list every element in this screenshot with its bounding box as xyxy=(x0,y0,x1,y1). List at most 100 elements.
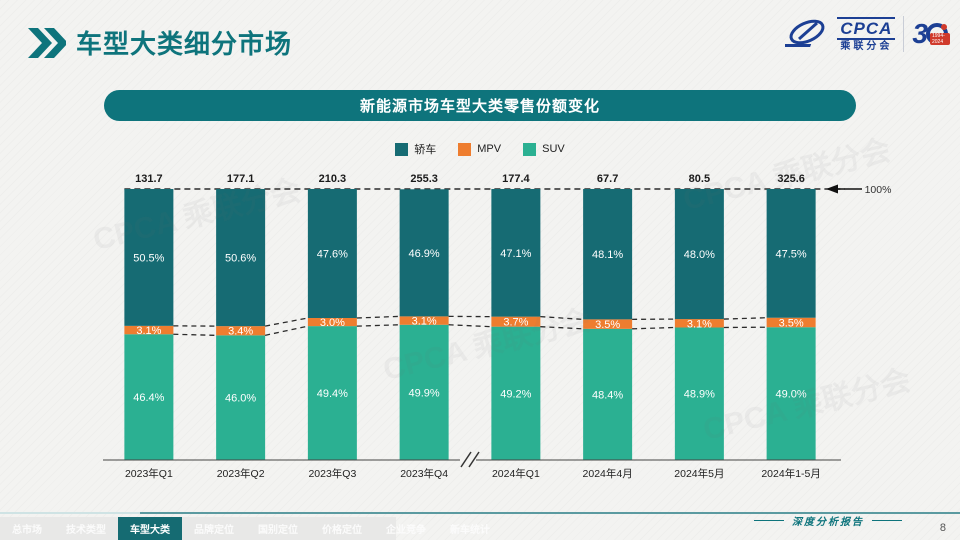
suv-segment-label: 46.0% xyxy=(225,393,256,405)
page-title: 车型大类细分市场 xyxy=(76,29,293,59)
legend-item: SUV xyxy=(523,141,565,157)
chart-legend: 轿车 MPV SUV xyxy=(0,141,960,157)
bar-segment-mpv xyxy=(124,325,174,335)
footer-note-dash xyxy=(872,520,902,521)
mpv-segment-label: 3.1% xyxy=(136,325,161,337)
bar-segment-mpv xyxy=(674,319,724,328)
suv-segment-label: 48.9% xyxy=(684,389,715,401)
footer-note: 深度分析报告 xyxy=(754,513,902,528)
double-chevron-icon xyxy=(28,27,66,58)
mpv-segment-label: 3.1% xyxy=(687,318,712,330)
footer-note-text: 深度分析报告 xyxy=(792,517,864,528)
anniversary-badge: 3 1994-2024 xyxy=(912,18,950,50)
legend-label: 轿车 xyxy=(414,144,437,156)
badge-years: 1994-2024 xyxy=(930,33,950,45)
bar-segment-mpv xyxy=(307,317,357,327)
category-label: 2024年1-5月 xyxy=(761,467,821,480)
category-label: 2023年Q2 xyxy=(217,467,265,480)
connector-line-top xyxy=(265,317,308,327)
bar-segment-suv xyxy=(491,326,541,460)
connector-line-bottom xyxy=(173,333,217,336)
total-label: 131.7 xyxy=(135,173,163,185)
connector-line-bottom xyxy=(356,324,400,327)
car-segment-label: 50.5% xyxy=(133,252,164,264)
suv-segment-label: 48.4% xyxy=(592,389,623,401)
connector-line-top xyxy=(540,315,584,320)
total-label: 177.4 xyxy=(502,173,530,185)
bar-segment-mpv xyxy=(491,316,541,327)
tab-country-position[interactable]: 国别定位 xyxy=(258,525,298,536)
page-number: 8 xyxy=(939,522,946,534)
bottom-nav: 总市场 技术类型 车型大类 品牌定位 国别定位 价格定位 企业竞争 新车统计 xyxy=(0,517,490,540)
bar-segment-mpv xyxy=(583,319,633,329)
car-segment-label: 48.0% xyxy=(684,249,715,261)
connector-line-bottom xyxy=(448,324,492,328)
category-label: 2023年Q4 xyxy=(400,467,448,480)
category-label: 2023年Q3 xyxy=(308,467,356,480)
mpv-segment-label: 3.7% xyxy=(503,317,528,329)
bar-segment-mpv xyxy=(216,326,266,336)
suv-segment-label: 46.4% xyxy=(133,392,164,404)
legend-item: MPV xyxy=(458,141,501,157)
car-segment-label: 48.1% xyxy=(592,249,623,261)
bar-segment-suv xyxy=(674,327,724,460)
category-label: 2024年Q1 xyxy=(492,467,540,480)
bar-segment-suv xyxy=(583,328,633,460)
bar-segment-car xyxy=(583,189,633,320)
suv-segment-label: 49.0% xyxy=(776,389,807,401)
category-label: 2024年4月 xyxy=(583,467,633,480)
total-label: 255.3 xyxy=(410,173,438,185)
tab-new-car-stats[interactable]: 新车统计 xyxy=(450,525,490,536)
connector-line-bottom xyxy=(264,325,309,336)
total-label: 177.1 xyxy=(227,173,255,185)
bar-segment-suv xyxy=(124,334,174,460)
suv-segment-label: 49.4% xyxy=(317,388,348,400)
bar-segment-suv xyxy=(766,327,816,460)
cpca-subtext: 乘联分会 xyxy=(840,40,893,52)
mpv-segment-label: 3.0% xyxy=(320,317,345,329)
car-segment-label: 47.6% xyxy=(317,248,348,260)
connector-line-top xyxy=(356,315,400,319)
header: 车型大类细分市场 xyxy=(28,24,292,61)
bar-segment-car xyxy=(766,189,816,318)
bar-segment-car xyxy=(216,189,266,327)
footer-accent-line xyxy=(0,512,960,514)
tab-tech-type[interactable]: 技术类型 xyxy=(66,525,106,536)
legend-swatch-icon xyxy=(395,142,409,156)
total-label: 325.6 xyxy=(777,173,805,185)
tab-vehicle-class[interactable]: 车型大类 xyxy=(118,517,182,540)
badge-ring-icon: 1994-2024 xyxy=(926,23,950,45)
footer-note-dash xyxy=(754,520,784,521)
tab-competition[interactable]: 企业竞争 xyxy=(386,525,426,536)
tab-total-market[interactable]: 总市场 xyxy=(12,525,42,536)
footer-accent-line-light xyxy=(0,512,140,514)
cpca-wordmark: CPCA 乘联分会 xyxy=(837,16,896,52)
axis-break-icon xyxy=(468,451,480,468)
legend-swatch-icon xyxy=(523,142,537,156)
cpca-swoosh-icon xyxy=(785,19,825,47)
tab-price-position[interactable]: 价格定位 xyxy=(322,525,362,536)
category-label: 2024年5月 xyxy=(674,467,724,480)
car-segment-label: 46.9% xyxy=(409,248,440,260)
bar-segment-mpv xyxy=(766,317,816,328)
connector-line-top xyxy=(723,317,767,320)
total-label: 67.7 xyxy=(597,173,618,185)
legend-swatch-icon xyxy=(458,142,472,156)
stacked-bar-chart: 50.5% 3.1% 46.4% 131.7 2023年Q1 50.6% 3.4% 46.0%… xyxy=(103,173,891,480)
total-label: 210.3 xyxy=(319,173,347,185)
tab-brand-position[interactable]: 品牌定位 xyxy=(194,525,234,536)
bar-segment-car xyxy=(491,189,541,317)
bar-segment-mpv xyxy=(399,316,449,325)
bar-segment-suv xyxy=(307,326,357,460)
bar-segment-car xyxy=(399,189,449,317)
mpv-segment-label: 3.5% xyxy=(595,319,620,331)
car-segment-label: 47.5% xyxy=(776,248,807,260)
logo-divider xyxy=(903,16,905,52)
connector-line-bottom xyxy=(540,326,584,330)
legend-label: MPV xyxy=(477,143,502,155)
category-label: 2023年Q1 xyxy=(125,467,173,480)
legend-item: 轿车 xyxy=(395,141,436,157)
car-segment-label: 47.1% xyxy=(500,248,531,260)
arrow-left-icon xyxy=(826,184,838,194)
cpca-logo: CPCA 乘联分会 3 1994-2024 xyxy=(785,16,950,52)
